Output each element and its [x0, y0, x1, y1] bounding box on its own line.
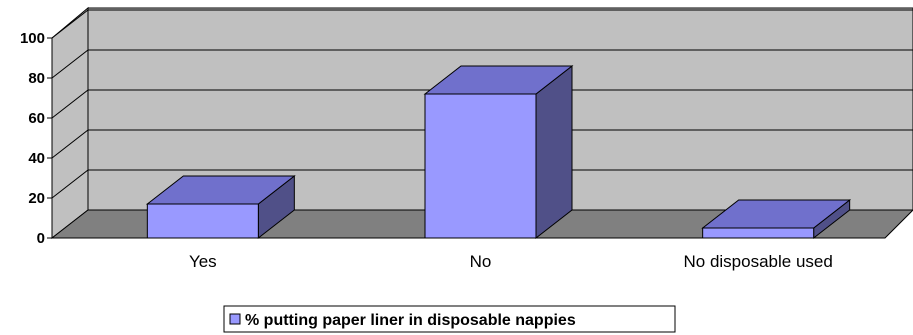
x-tick-label: Yes — [189, 252, 217, 271]
legend-swatch — [229, 313, 241, 325]
legend: % putting paper liner in disposable napp… — [223, 305, 676, 333]
bars — [145, 64, 852, 240]
gridline — [51, 169, 913, 199]
gridline — [51, 89, 913, 119]
bar — [145, 174, 296, 240]
x-axis: Yes No No disposable used — [52, 237, 885, 271]
bar-front — [702, 227, 815, 239]
gridline — [51, 9, 913, 39]
bar-front — [146, 203, 259, 239]
y-tick-label: 20 — [28, 190, 45, 207]
gridline — [51, 129, 913, 159]
bar — [701, 198, 852, 240]
y-tick-label: 0 — [37, 230, 45, 247]
chart-side-wall — [51, 6, 89, 240]
legend-label: % putting paper liner in disposable napp… — [245, 312, 576, 329]
x-tick-label: No — [470, 252, 492, 271]
bar-side — [535, 64, 573, 240]
legend-box — [223, 305, 676, 333]
gridlines — [51, 9, 913, 199]
y-axis: 0 20 40 60 80 100 — [20, 30, 53, 247]
bar — [423, 64, 574, 240]
x-tick-label: No disposable used — [684, 252, 833, 271]
y-tick-label: 60 — [28, 110, 45, 127]
y-tick-label: 80 — [28, 70, 45, 87]
y-tick-label: 40 — [28, 150, 45, 167]
y-tick-label: 100 — [20, 30, 45, 47]
gridline — [51, 49, 913, 79]
bar-front — [424, 93, 537, 239]
